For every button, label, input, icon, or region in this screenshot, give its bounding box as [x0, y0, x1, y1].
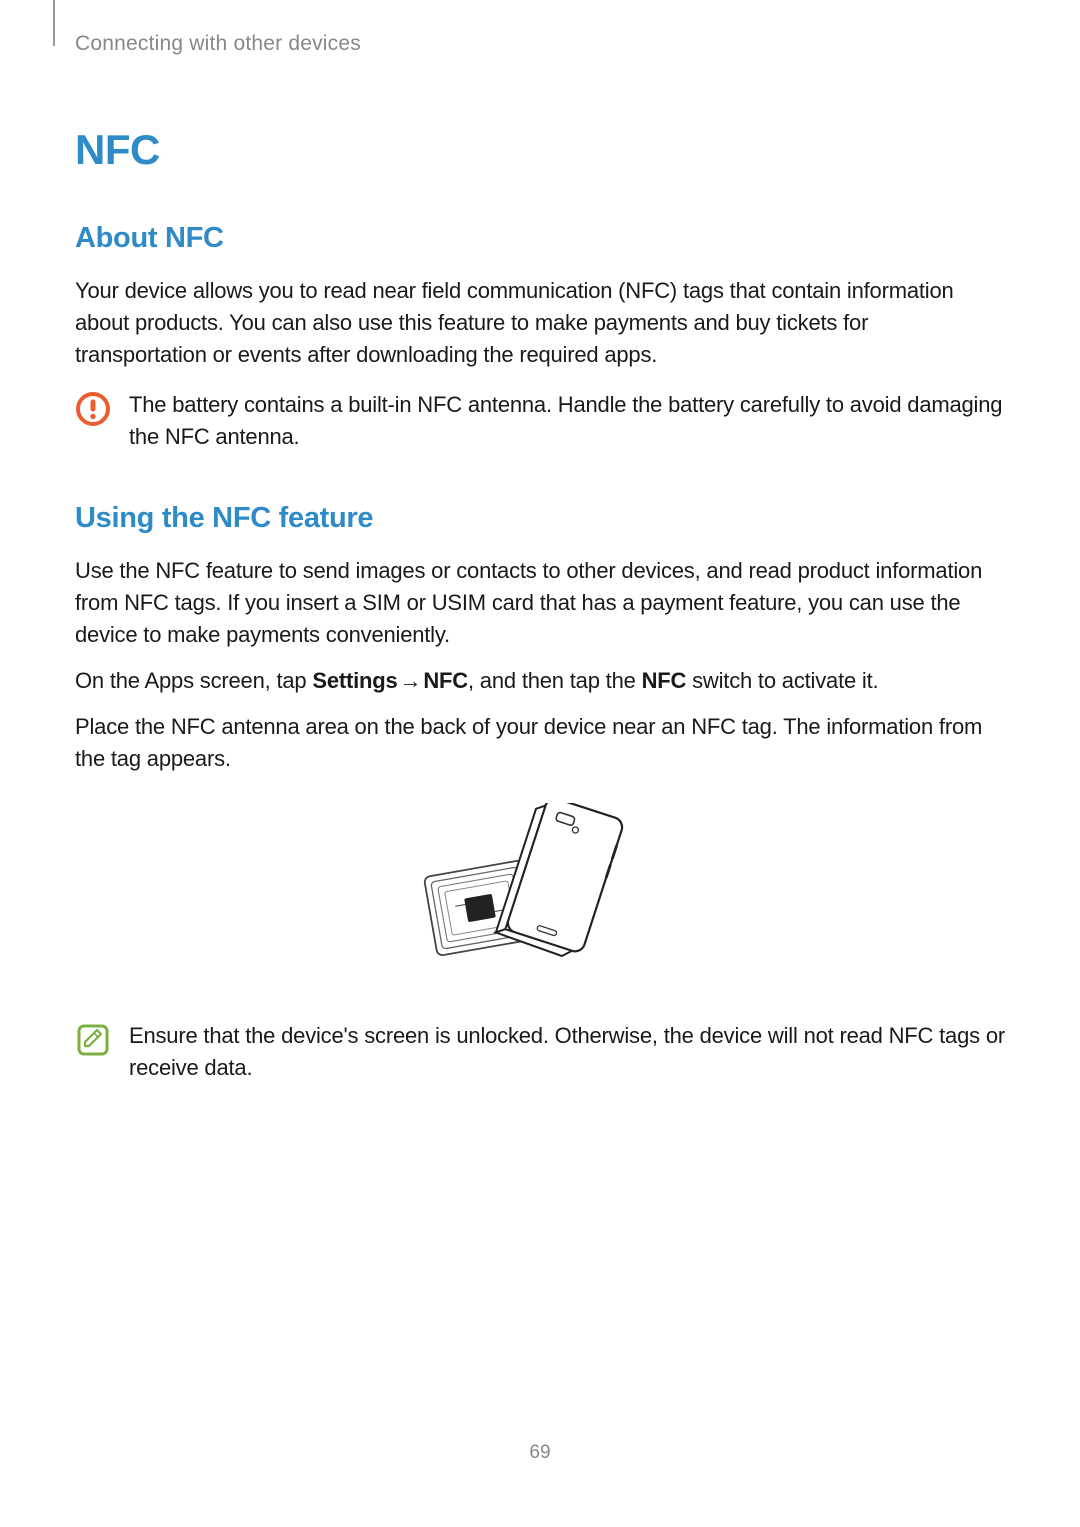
warning-text: The battery contains a built-in NFC ante…	[129, 389, 1005, 453]
using-body-1: Use the NFC feature to send images or co…	[75, 555, 1005, 651]
using-body-2-pre: On the Apps screen, tap	[75, 668, 312, 693]
nfc-figure	[75, 803, 1005, 988]
about-body: Your device allows you to read near fiel…	[75, 275, 1005, 371]
nfc-label-1: NFC	[423, 668, 468, 693]
page-content: Connecting with other devices NFC About …	[0, 0, 1080, 1084]
using-body-2-post: switch to activate it.	[686, 668, 878, 693]
note-callout: Ensure that the device's screen is unloc…	[75, 1020, 1005, 1084]
warning-icon	[75, 391, 111, 427]
breadcrumb: Connecting with other devices	[75, 32, 1005, 56]
section-title-using: Using the NFC feature	[75, 502, 1005, 535]
main-title: NFC	[75, 126, 1005, 174]
arrow-icon: →	[398, 665, 424, 697]
page-left-border	[53, 0, 55, 46]
page-number: 69	[0, 1442, 1080, 1464]
note-text: Ensure that the device's screen is unloc…	[129, 1020, 1005, 1084]
using-body-2: On the Apps screen, tap Settings → NFC, …	[75, 665, 1005, 697]
note-icon	[75, 1022, 111, 1058]
using-body-3: Place the NFC antenna area on the back o…	[75, 711, 1005, 775]
settings-label: Settings	[312, 668, 397, 693]
nfc-label-2: NFC	[642, 668, 687, 693]
section-title-about: About NFC	[75, 222, 1005, 255]
warning-callout: The battery contains a built-in NFC ante…	[75, 389, 1005, 453]
using-body-2-mid: , and then tap the	[468, 668, 642, 693]
